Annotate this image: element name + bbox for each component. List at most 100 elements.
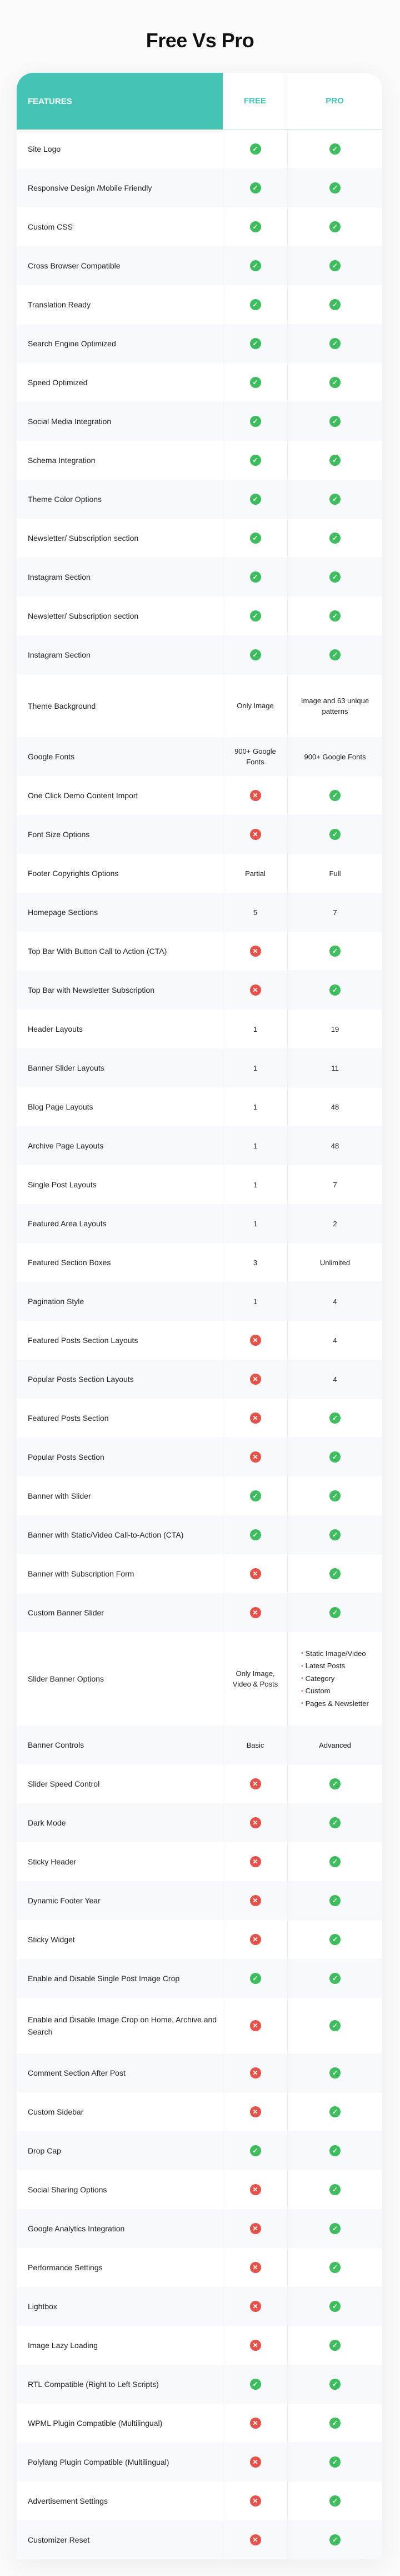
feature-name: Slider Banner Options bbox=[28, 1674, 104, 1683]
feature-name: Footer Copyrights Options bbox=[28, 869, 119, 878]
feature-name: RTL Compatible (Right to Left Scripts) bbox=[28, 2380, 159, 2389]
pro-value: ✓ bbox=[287, 324, 382, 363]
cross-icon: ✕ bbox=[249, 1413, 261, 1424]
table-row: WPML Plugin Compatible (Multilingual) ✕ ✓ bbox=[17, 2404, 382, 2443]
cross-icon: ✕ bbox=[249, 2340, 261, 2351]
free-value: ✓ bbox=[223, 2131, 287, 2170]
check-icon: ✓ bbox=[329, 1856, 341, 1867]
check-icon: ✓ bbox=[329, 260, 341, 271]
feature-name: Sticky Widget bbox=[28, 1935, 75, 1944]
free-value: ✕ bbox=[223, 1764, 287, 1803]
table-row: Banner Controls Basic Advanced bbox=[17, 1725, 382, 1764]
free-value: ✓ bbox=[223, 558, 287, 596]
feature-name: Newsletter/ Subscription section bbox=[28, 611, 139, 620]
cross-icon: ✕ bbox=[249, 2301, 261, 2312]
table-row: Lightbox ✕ ✓ bbox=[17, 2287, 382, 2326]
pro-value: ✓ bbox=[287, 2365, 382, 2404]
free-value: ✓ bbox=[223, 635, 287, 674]
check-icon: ✓ bbox=[329, 1607, 341, 1618]
free-value: ✕ bbox=[223, 2404, 287, 2443]
pro-value: ✓ bbox=[287, 1593, 382, 1632]
header-free: FREE bbox=[223, 73, 287, 130]
free-value: ✓ bbox=[223, 207, 287, 246]
check-icon: ✓ bbox=[249, 571, 261, 583]
free-value: ✕ bbox=[223, 1842, 287, 1881]
check-icon: ✓ bbox=[249, 494, 261, 505]
check-icon: ✓ bbox=[329, 1817, 341, 1828]
pro-value: ✓ bbox=[287, 2092, 382, 2131]
cell-value: 4 bbox=[333, 1375, 337, 1384]
feature-name: Site Logo bbox=[28, 145, 61, 153]
pro-value: ✓ bbox=[287, 207, 382, 246]
pro-value: ✓ bbox=[287, 2053, 382, 2092]
feature-name: Drop Cap bbox=[28, 2146, 61, 2155]
pro-value: Advanced bbox=[287, 1725, 382, 1764]
check-icon: ✓ bbox=[329, 2456, 341, 2468]
feature-name: Enable and Disable Image Crop on Home, A… bbox=[28, 2015, 217, 2036]
pro-value: ✓ bbox=[287, 2209, 382, 2248]
cross-icon: ✕ bbox=[249, 1568, 261, 1579]
check-icon: ✓ bbox=[329, 2534, 341, 2545]
cross-icon: ✕ bbox=[249, 2223, 261, 2234]
pro-value: ✓ bbox=[287, 2131, 382, 2170]
pro-value: ✓ bbox=[287, 596, 382, 635]
table-row: Custom Sidebar ✕ ✓ bbox=[17, 2092, 382, 2131]
pro-value: ✓ bbox=[287, 2404, 382, 2443]
free-value: ✓ bbox=[223, 324, 287, 363]
pro-value: ✓ bbox=[287, 1959, 382, 1998]
check-icon: ✓ bbox=[329, 649, 341, 660]
pro-value: Unlimited bbox=[287, 1243, 382, 1282]
free-value: 1 bbox=[223, 1048, 287, 1087]
check-icon: ✓ bbox=[329, 1529, 341, 1540]
table-row: Newsletter/ Subscription section ✓ ✓ bbox=[17, 596, 382, 635]
table-row: Custom Banner Slider ✕ ✓ bbox=[17, 1593, 382, 1632]
cell-value: 1 bbox=[253, 1141, 258, 1150]
feature-name: Enable and Disable Single Post Image Cro… bbox=[28, 1974, 180, 1983]
check-icon: ✓ bbox=[329, 829, 341, 840]
free-value: ✕ bbox=[223, 1321, 287, 1360]
pro-value: ✓ bbox=[287, 1764, 382, 1803]
table-row: Dynamic Footer Year ✕ ✓ bbox=[17, 1881, 382, 1920]
feature-name: Custom Sidebar bbox=[28, 2107, 84, 2116]
check-icon: ✓ bbox=[329, 2301, 341, 2312]
pro-value: ✓ bbox=[287, 1438, 382, 1476]
table-row: Comment Section After Post ✕ ✓ bbox=[17, 2053, 382, 2092]
table-row: Banner Slider Layouts 1 11 bbox=[17, 1048, 382, 1087]
cross-icon: ✕ bbox=[249, 2418, 261, 2429]
cell-value: 48 bbox=[331, 1102, 339, 1111]
table-row: Enable and Disable Single Post Image Cro… bbox=[17, 1959, 382, 1998]
pro-value: ✓ bbox=[287, 402, 382, 441]
pro-value: ✓ bbox=[287, 558, 382, 596]
free-value: 1 bbox=[223, 1009, 287, 1048]
free-value: ✓ bbox=[223, 1515, 287, 1554]
check-icon: ✓ bbox=[329, 1934, 341, 1945]
cell-value: Full bbox=[329, 869, 341, 878]
cross-icon: ✕ bbox=[249, 984, 261, 996]
cross-icon: ✕ bbox=[249, 1934, 261, 1945]
table-row: Single Post Layouts 1 7 bbox=[17, 1165, 382, 1204]
free-value: ✓ bbox=[223, 1476, 287, 1515]
pro-value: ✓ bbox=[287, 971, 382, 1009]
table-row: Theme Background Only Image Image and 63 u… bbox=[17, 674, 382, 737]
free-value: ✕ bbox=[223, 2053, 287, 2092]
feature-name: Social Sharing Options bbox=[28, 2185, 107, 2194]
pro-value: ✓ bbox=[287, 1998, 382, 2053]
table-row: Blog Page Layouts 1 48 bbox=[17, 1087, 382, 1126]
table-row: Header Layouts 1 19 bbox=[17, 1009, 382, 1048]
free-value: ✓ bbox=[223, 402, 287, 441]
free-value: 1 bbox=[223, 1282, 287, 1321]
check-icon: ✓ bbox=[329, 143, 341, 155]
table-row: Translation Ready ✓ ✓ bbox=[17, 285, 382, 324]
free-value: ✓ bbox=[223, 285, 287, 324]
feature-name: One Click Demo Content Import bbox=[28, 791, 138, 800]
table-row: Customizer Reset ✕ ✓ bbox=[17, 2520, 382, 2559]
free-value: ✕ bbox=[223, 815, 287, 854]
table-row: Popular Posts Section ✕ ✓ bbox=[17, 1438, 382, 1476]
option-item: Custom bbox=[301, 1685, 369, 1698]
header-pro: PRO bbox=[287, 73, 382, 130]
check-icon: ✓ bbox=[329, 1778, 341, 1789]
feature-name: Font Size Options bbox=[28, 830, 90, 839]
cell-value: 11 bbox=[331, 1063, 339, 1072]
feature-name: Banner with Slider bbox=[28, 1491, 91, 1500]
check-icon: ✓ bbox=[249, 1529, 261, 1540]
